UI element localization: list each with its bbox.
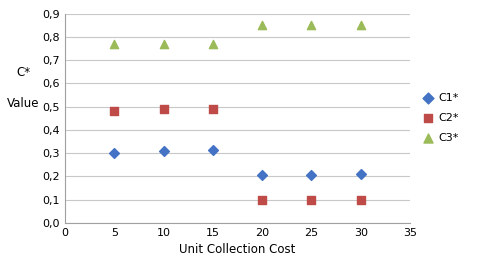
C2* [308,197,316,202]
C3* [258,23,266,27]
Text: Value: Value [8,97,40,110]
Text: C*: C* [16,66,30,79]
C3* [160,42,168,46]
C1* [258,173,266,178]
C1* [209,148,217,152]
C3* [110,42,118,46]
C3* [209,42,217,46]
C2* [110,109,118,113]
C3* [356,23,364,27]
C2* [356,197,364,202]
C1* [110,151,118,155]
C2* [209,107,217,111]
C3* [308,23,316,27]
X-axis label: Unit Collection Cost: Unit Collection Cost [180,243,296,256]
Legend: C1*, C2*, C3*: C1*, C2*, C3* [419,90,462,147]
C1* [308,173,316,177]
C1* [356,172,364,176]
C2* [160,107,168,111]
C1* [160,149,168,153]
C2* [258,197,266,202]
